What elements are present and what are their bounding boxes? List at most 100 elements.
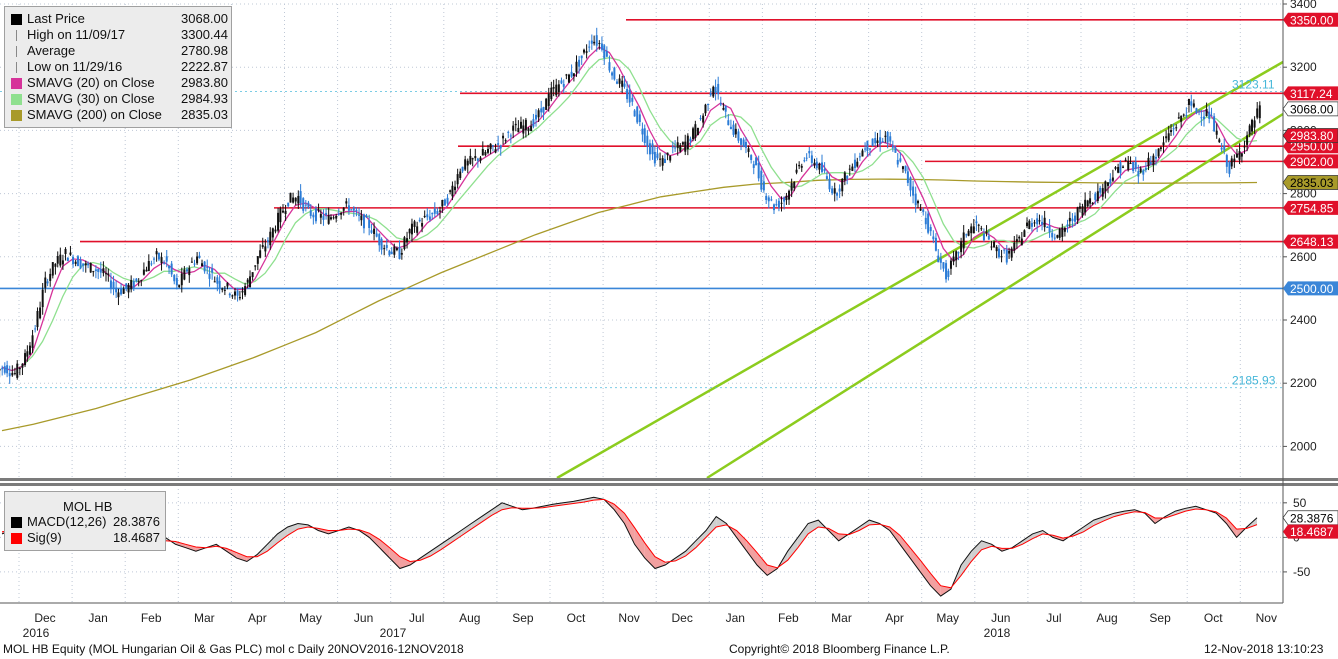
candle-body <box>965 234 968 236</box>
candle-body <box>319 213 322 218</box>
candle-body <box>1246 135 1249 145</box>
candle-body <box>843 172 846 181</box>
candle-body <box>747 148 750 152</box>
candle-body <box>580 55 583 59</box>
candle-body <box>380 238 383 250</box>
candle-body <box>699 118 702 120</box>
candle-body <box>1094 193 1097 200</box>
candle-body <box>1240 153 1243 157</box>
candle-body <box>912 186 915 196</box>
candle-body <box>831 188 834 194</box>
candle-body <box>251 272 254 278</box>
candle-body <box>1101 188 1104 197</box>
candle-body <box>1180 115 1183 122</box>
candle-body <box>74 261 77 264</box>
candle-body <box>611 72 614 76</box>
candle-body <box>39 307 42 319</box>
candle-body <box>79 259 82 269</box>
candle-body <box>1028 220 1031 229</box>
x-month-label: Oct <box>567 611 586 625</box>
candle-body <box>641 128 644 135</box>
legend-entry: Last Price 3068.00 <box>5 11 231 27</box>
candle-body <box>431 213 434 215</box>
candle-body <box>466 160 469 166</box>
candle-body <box>208 273 211 279</box>
candle-body <box>1238 151 1241 160</box>
x-month-label: Aug <box>459 611 480 625</box>
candle-body <box>1023 230 1026 237</box>
candle-body <box>851 166 854 171</box>
candle-body <box>127 284 130 293</box>
candle-body <box>937 255 940 263</box>
x-month-label: Apr <box>885 611 904 625</box>
candle-body <box>94 269 97 271</box>
candle-body <box>864 148 867 150</box>
macd-fill <box>277 527 288 543</box>
x-month-label: Jan <box>726 611 745 625</box>
macd-line <box>1 496 1258 597</box>
candle-body <box>378 234 381 246</box>
candle-body <box>679 145 682 152</box>
candle-body <box>1195 108 1198 114</box>
candle-body <box>929 227 932 232</box>
candle-body <box>886 131 889 143</box>
macd-fill <box>1093 516 1104 526</box>
candle-body <box>838 188 841 192</box>
x-month-label: Mar <box>194 611 215 625</box>
candle-body <box>130 280 133 290</box>
candle-body <box>643 128 646 144</box>
candle-body <box>213 281 216 283</box>
candle-body <box>327 215 330 224</box>
candle-body <box>502 135 505 139</box>
candle-body <box>578 59 581 67</box>
candle-body <box>924 217 927 225</box>
legend-entry: MACD(12,26) 28.3876 <box>5 514 165 530</box>
level-tag <box>1283 154 1338 169</box>
candle-body <box>1018 236 1021 239</box>
candle-body <box>967 230 970 236</box>
candle-body <box>352 207 355 211</box>
macd-fill <box>461 523 472 536</box>
candle-body <box>439 210 442 212</box>
candle-body <box>623 83 626 87</box>
macd-fill <box>746 540 758 565</box>
candle-body <box>1081 206 1084 216</box>
candle-body <box>241 290 244 293</box>
candle-body <box>413 221 416 227</box>
candle-body <box>1 367 4 370</box>
candle-body <box>514 123 517 126</box>
candle-body <box>702 115 705 123</box>
sma30-line <box>1 57 1258 372</box>
macd-fill <box>634 527 645 559</box>
macd-fill <box>1083 520 1094 532</box>
candle-body <box>120 288 123 295</box>
candle-body <box>562 84 565 87</box>
candle-body <box>1230 158 1233 167</box>
candle-body <box>72 256 75 265</box>
candle-body <box>1026 222 1029 227</box>
candle-body <box>274 229 277 232</box>
candle-body <box>160 257 163 264</box>
candle-body <box>165 256 168 262</box>
candle-body <box>1099 187 1102 193</box>
candle-body <box>615 81 618 84</box>
candle-body <box>871 138 874 146</box>
macd-y-tick-label: 50 <box>1293 496 1307 510</box>
candle-body <box>603 45 606 59</box>
candle-body <box>707 103 710 105</box>
candle-body <box>904 165 907 172</box>
macd-fill <box>430 544 441 557</box>
candle-body <box>471 158 474 160</box>
candle-body <box>1091 203 1094 205</box>
candle-body <box>1132 161 1135 171</box>
macd-fill <box>920 560 931 586</box>
x-month-label: Jan <box>88 611 107 625</box>
candle-body <box>901 166 904 170</box>
candle-body <box>137 281 140 283</box>
legend-value: 28.3876 <box>113 514 160 529</box>
macd-fill <box>910 547 921 572</box>
candle-body <box>1124 159 1127 161</box>
candle-body <box>934 237 937 251</box>
candle-body <box>1215 130 1218 135</box>
candle-body <box>142 269 145 275</box>
